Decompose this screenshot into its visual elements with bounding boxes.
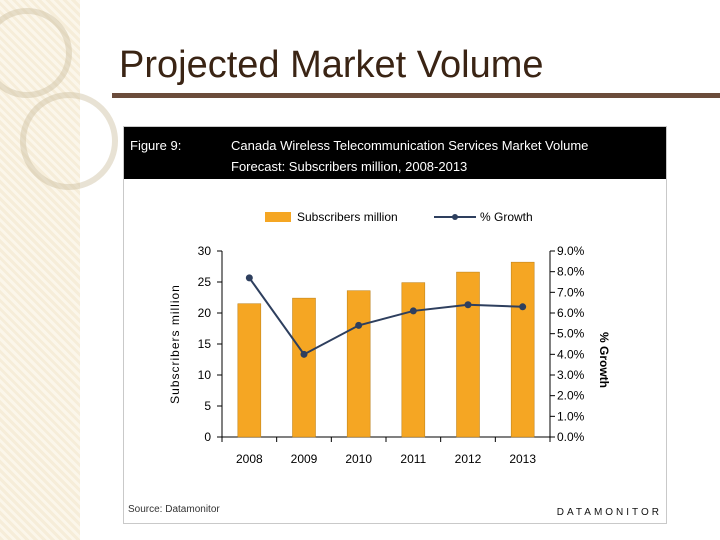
slide-title: Projected Market Volume xyxy=(119,44,544,86)
legend-swatch-subscribers xyxy=(265,212,291,222)
legend-label-growth: % Growth xyxy=(480,210,533,224)
point-growth xyxy=(355,321,363,329)
x-tick-label: 2008 xyxy=(236,452,263,466)
figure-label: Figure 9: xyxy=(130,138,182,153)
y-tick-label: 25 xyxy=(198,275,212,289)
point-growth xyxy=(409,307,417,315)
figure-title-line1: Canada Wireless Telecommunication Servic… xyxy=(231,138,589,153)
y2-tick-label: 4.0% xyxy=(557,347,585,361)
figure-brand: DATAMONITOR xyxy=(556,507,662,518)
bar-subscribers xyxy=(346,290,371,438)
point-growth xyxy=(464,301,472,309)
bar-subscribers xyxy=(510,261,535,438)
y2-tick-label: 5.0% xyxy=(557,327,585,341)
y-tick-label: 5 xyxy=(204,399,211,413)
line-growth xyxy=(248,277,523,356)
y-tick-label: 15 xyxy=(198,337,212,351)
y2-axis-title: % Growth xyxy=(597,332,611,388)
bar-subscribers xyxy=(456,271,480,438)
y-tick-label: 0 xyxy=(204,430,211,444)
point-growth xyxy=(300,350,308,358)
y-tick-label: 10 xyxy=(198,368,212,382)
bar-subscribers xyxy=(401,282,426,438)
y-tick-label: 30 xyxy=(198,244,212,258)
y-tick-label: 20 xyxy=(198,306,212,320)
y2-tick-label: 8.0% xyxy=(557,265,585,279)
y2-tick-label: 2.0% xyxy=(557,389,585,403)
bar-subscribers xyxy=(237,303,262,438)
x-tick-label: 2013 xyxy=(509,452,536,466)
figure-source: Source: Datamonitor xyxy=(128,504,220,515)
y2-tick-label: 6.0% xyxy=(557,306,585,320)
decorative-ring xyxy=(0,8,72,98)
x-tick-label: 2010 xyxy=(345,452,372,466)
title-underline xyxy=(112,93,720,98)
x-tick-label: 2009 xyxy=(291,452,318,466)
legend-label-subscribers: Subscribers million xyxy=(297,210,398,224)
y-axis-title: Subscribers million xyxy=(168,284,182,404)
chart: 0 5 10 15 20 25 30 0.0% 1.0% 2.0% 3.0% 4.0% 5.0% 6.0%… xyxy=(168,210,611,466)
point-growth xyxy=(519,303,527,311)
bar-subscribers xyxy=(292,297,316,438)
legend-marker-growth xyxy=(452,214,458,220)
figure-header: Figure 9: Canada Wireless Telecommunicat… xyxy=(124,127,666,179)
figure-title-line2: Forecast: Subscribers million, 2008-2013 xyxy=(231,159,468,174)
point-growth xyxy=(245,274,253,282)
y2-tick-label: 9.0% xyxy=(557,244,585,258)
x-tick-label: 2011 xyxy=(400,452,426,466)
y2-tick-label: 7.0% xyxy=(557,285,585,299)
figure-panel: Figure 9: Canada Wireless Telecommunicat… xyxy=(123,126,667,524)
decorative-ring xyxy=(20,92,118,190)
x-tick-label: 2012 xyxy=(455,452,482,466)
y2-tick-label: 1.0% xyxy=(557,409,585,423)
y2-tick-label: 3.0% xyxy=(557,368,585,382)
y2-tick-label: 0.0% xyxy=(557,430,585,444)
